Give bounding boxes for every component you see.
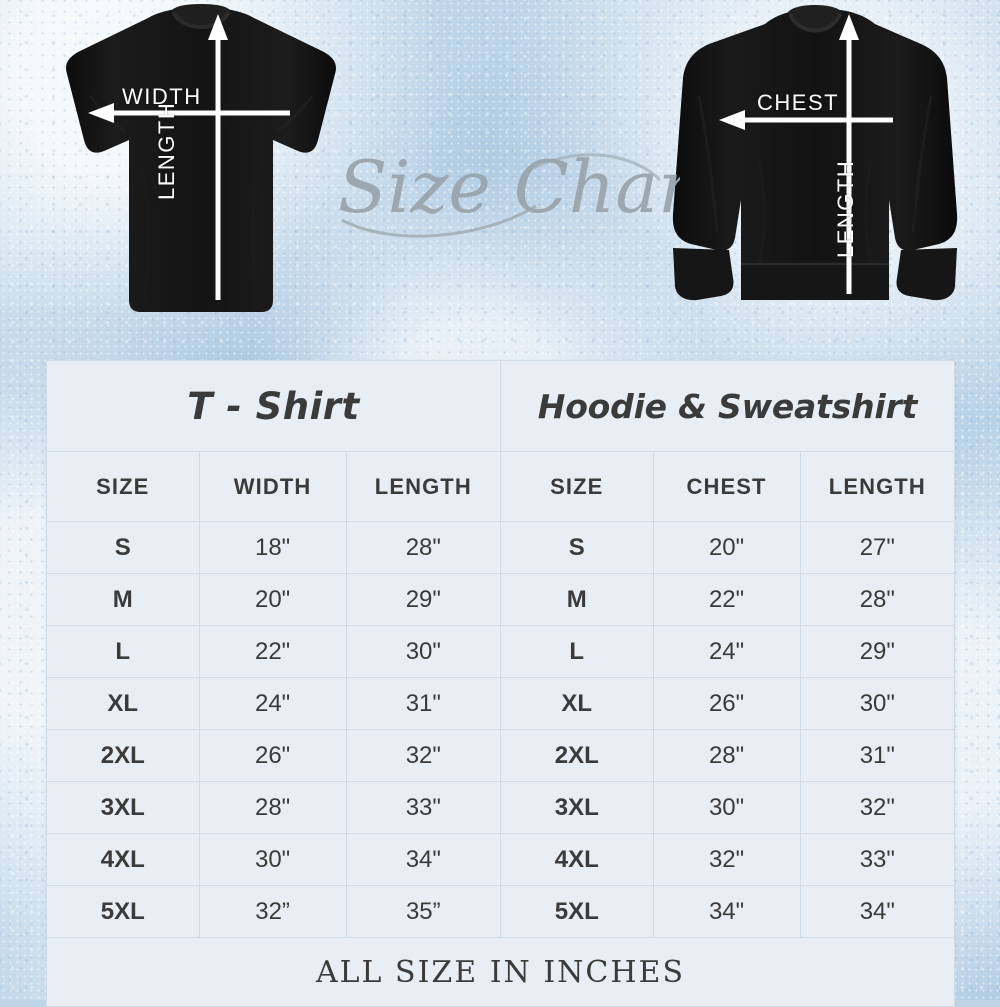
t-shirt-illustration: WIDTH LENGTH [30,0,370,350]
sweatshirt-illustration: CHEST LENGTH [645,0,985,350]
right-table-title: Hoodie & Sweatshirt [499,360,956,452]
left-size: S [46,521,200,574]
script-title-text: Size Chart [338,145,680,229]
left-width: 32” [198,885,347,938]
left-size: 3XL [46,781,200,834]
size-table: T - Shirt Hoodie & Sweatshirt SIZE WIDTH… [46,360,956,1007]
right-length: 30" [799,677,956,730]
left-size: M [46,573,200,626]
table-row: M 20" 29" M 22" 28" [46,573,956,626]
right-size: M [499,573,654,626]
left-header-width: WIDTH [198,451,347,522]
left-width: 22" [198,625,347,678]
left-header-size: SIZE [46,451,200,522]
chest-arrow-sweatshirt [719,110,893,130]
left-width: 28" [198,781,347,834]
right-header-size: SIZE [499,451,654,522]
table-title-row: T - Shirt Hoodie & Sweatshirt [46,360,956,452]
left-width: 20" [198,573,347,626]
left-length: 29" [345,573,501,626]
left-size: 5XL [46,885,200,938]
right-chest: 24" [652,625,801,678]
left-width: 26" [198,729,347,782]
left-width: 18" [198,521,347,574]
table-footer-row: ALL SIZE IN INCHES [46,937,955,1007]
left-length: 31" [345,677,501,730]
right-header-chest: CHEST [652,451,801,522]
right-size: S [499,521,654,574]
right-size: 4XL [499,833,654,886]
table-row: 2XL 26" 32" 2XL 28" 31" [46,729,956,782]
left-size: 4XL [46,833,200,886]
left-length: 35” [345,885,501,938]
table-row: 4XL 30" 34" 4XL 32" 33" [46,833,956,886]
left-width: 30" [198,833,347,886]
right-length: 28" [799,573,956,626]
right-chest: 32" [652,833,801,886]
table-row: 5XL 32” 35” 5XL 34" 34" [46,885,956,938]
right-length: 29" [799,625,956,678]
right-size: L [499,625,654,678]
right-header-length: LENGTH [799,451,956,522]
left-size: XL [46,677,200,730]
right-size: XL [499,677,654,730]
right-size: 3XL [499,781,654,834]
table-header-row: SIZE WIDTH LENGTH SIZE CHEST LENGTH [46,451,956,522]
left-length: 30" [345,625,501,678]
right-length: 33" [799,833,956,886]
all-size-in-inches-note: ALL SIZE IN INCHES [46,937,955,1007]
left-length: 33" [345,781,501,834]
width-arrow-tshirt [88,103,290,123]
sweatshirt-length-label: LENGTH [833,159,858,258]
right-length: 27" [799,521,956,574]
right-size: 2XL [499,729,654,782]
right-chest: 20" [652,521,801,574]
left-length: 32" [345,729,501,782]
left-header-length: LENGTH [345,451,501,522]
right-length: 34" [799,885,956,938]
right-length: 31" [799,729,956,782]
table-row: S 18" 28" S 20" 27" [46,521,956,574]
left-width: 24" [198,677,347,730]
table-row: XL 24" 31" XL 26" 30" [46,677,956,730]
table-row: L 22" 30" L 24" 29" [46,625,956,678]
length-arrow-sweatshirt [839,14,859,294]
sweatshirt-chest-label: CHEST [757,90,840,115]
table-row: 3XL 28" 33" 3XL 30" 32" [46,781,956,834]
right-length: 32" [799,781,956,834]
right-chest: 34" [652,885,801,938]
right-chest: 26" [652,677,801,730]
right-size: 5XL [499,885,654,938]
tshirt-length-label: LENGTH [154,101,179,200]
left-table-title: T - Shirt [46,360,501,452]
tshirt-width-label: WIDTH [122,84,202,109]
left-size: 2XL [46,729,200,782]
left-length: 28" [345,521,501,574]
right-chest: 30" [652,781,801,834]
length-arrow-tshirt [208,14,228,300]
size-chart-script-title: Size Chart [330,128,680,248]
left-size: L [46,625,200,678]
garment-illustration-band: WIDTH LENGTH [0,0,1000,360]
right-chest: 28" [652,729,801,782]
size-chart-table: T - Shirt Hoodie & Sweatshirt SIZE WIDTH… [46,360,956,1007]
right-chest: 22" [652,573,801,626]
left-length: 34" [345,833,501,886]
